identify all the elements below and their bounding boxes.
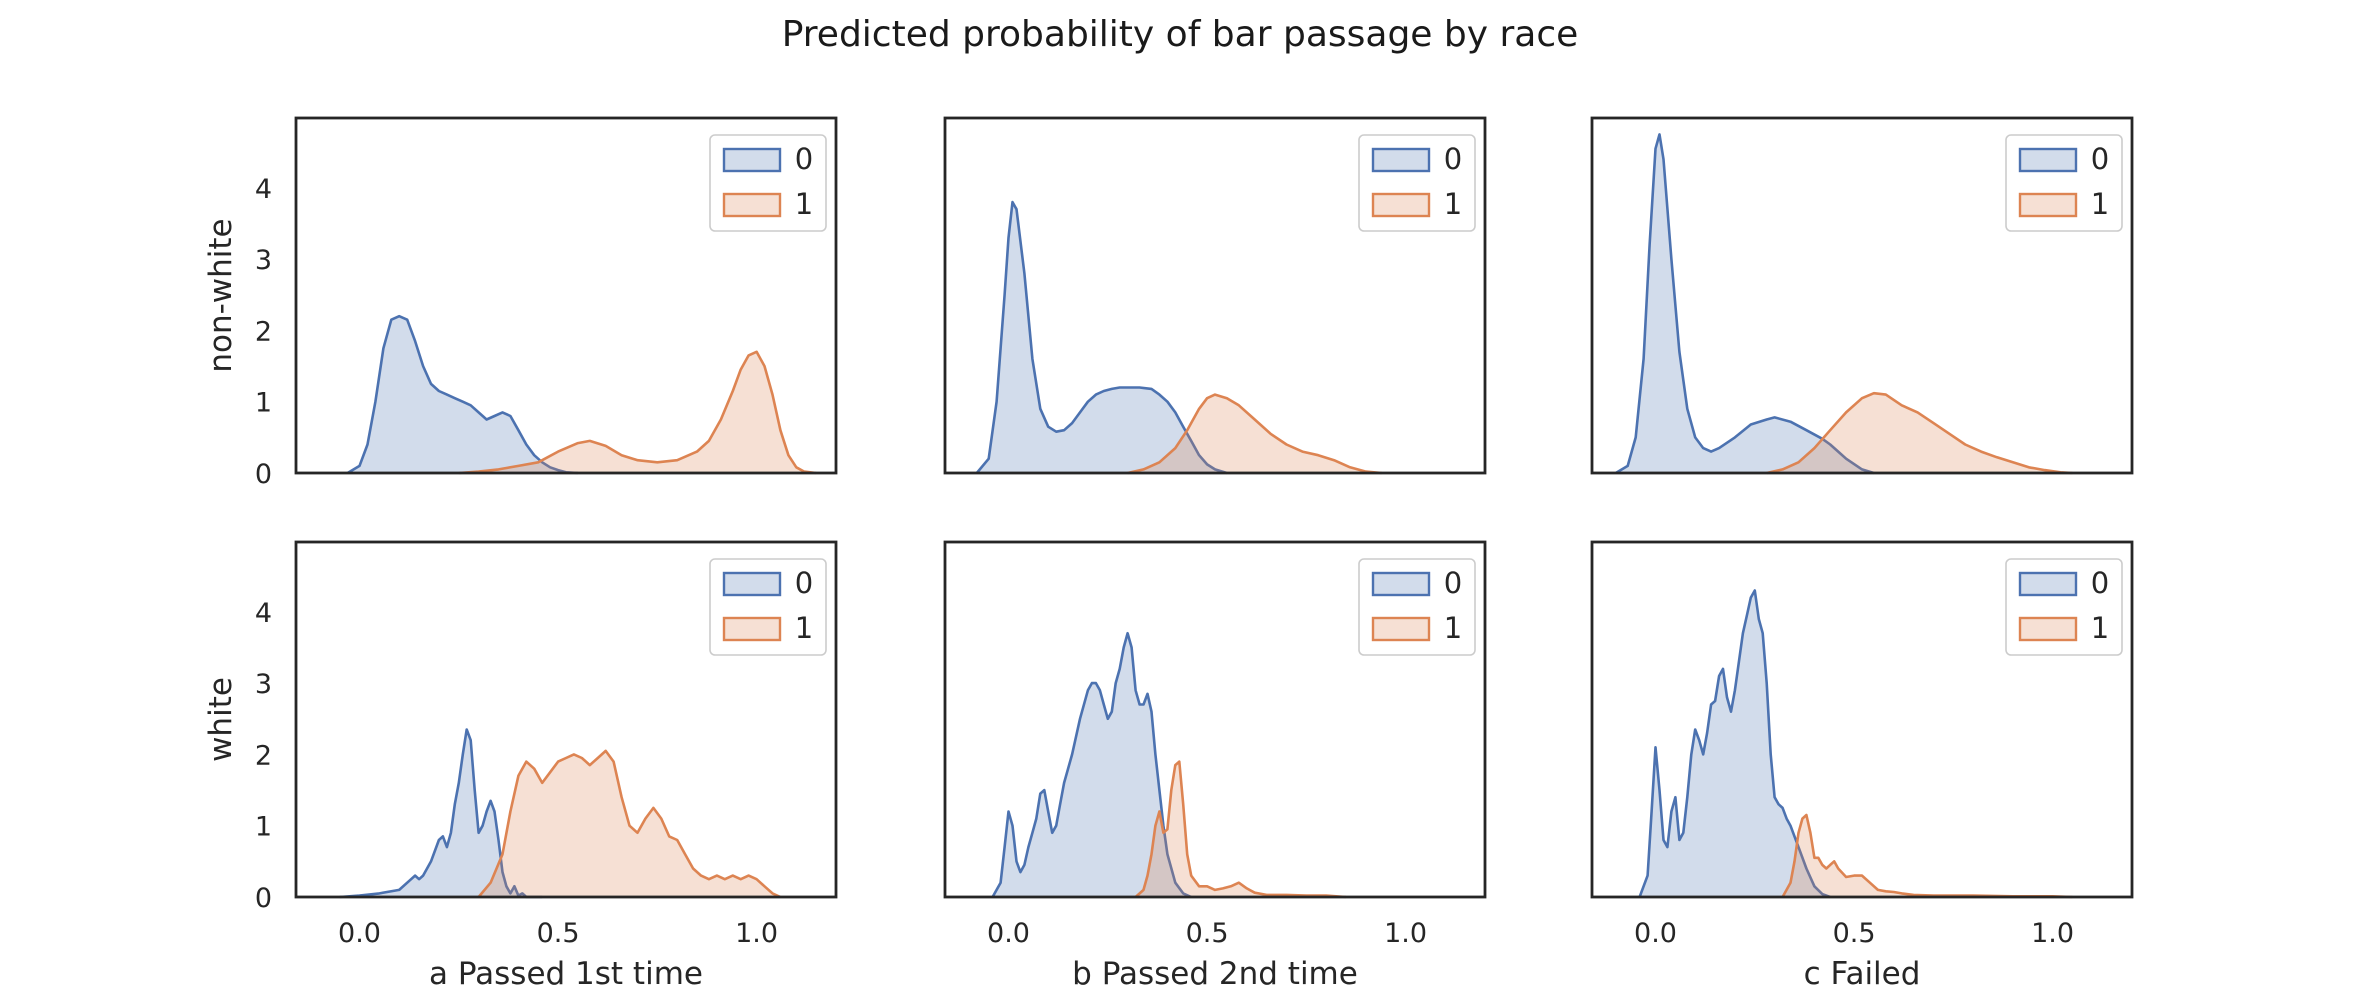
density-line-series-1 [1781, 813, 2073, 899]
y-tick-label: 1 [255, 812, 272, 843]
axes-frame [943, 116, 1487, 475]
x-tick-label: 1.0 [2031, 918, 2074, 949]
legend-swatch-0 [2018, 571, 2078, 597]
legend-swatch-1 [1371, 192, 1431, 218]
density-area-series-1 [458, 351, 817, 473]
legend-swatch-1 [722, 192, 782, 218]
legend-label-0: 0 [795, 142, 813, 176]
density-area-series-1 [1782, 815, 2073, 897]
panel-b-non-white: 01 [943, 116, 1487, 475]
figure-title: Predicted probability of bar passage by … [782, 14, 1579, 55]
legend-label-1: 1 [1444, 611, 1462, 645]
legend: 01 [2005, 134, 2123, 232]
panel-c-non-white: 01 [1590, 116, 2134, 475]
legend-box [1358, 134, 1476, 232]
y-tick-label: 3 [255, 245, 272, 276]
legend-box [2005, 134, 2123, 232]
axes-frame [1590, 540, 2134, 899]
legend-box [709, 134, 827, 232]
legend-swatch-0 [2018, 147, 2078, 173]
legend-swatch-0 [722, 571, 782, 597]
legend-label-1: 1 [795, 187, 813, 221]
legend-label-0: 0 [795, 566, 813, 600]
y-tick-label: 0 [255, 883, 272, 914]
y-tick-label: 1 [255, 388, 272, 419]
density-line-series-0 [1615, 133, 1875, 475]
legend-label-0: 0 [1444, 566, 1462, 600]
y-tick-label: 4 [255, 174, 272, 205]
axes-frame [1590, 116, 2134, 475]
legend-swatch-0 [1371, 147, 1431, 173]
legend-label-1: 1 [1444, 187, 1462, 221]
y-tick-label: 4 [255, 598, 272, 629]
density-area-series-1 [1127, 394, 1382, 473]
density-area-series-0 [1639, 590, 1831, 897]
density-line-series-1 [458, 350, 817, 475]
legend: 01 [709, 558, 827, 656]
density-area-series-1 [1766, 393, 2073, 473]
x-tick-label: 0.0 [987, 918, 1030, 949]
legend-swatch-0 [722, 147, 782, 173]
x-axis-label: a Passed 1st time [429, 956, 703, 992]
x-tick-label: 0.5 [537, 918, 580, 949]
legend-box [2005, 558, 2123, 656]
density-area-series-0 [347, 316, 578, 473]
axes-frame [294, 540, 838, 899]
row-label: non-white [203, 218, 239, 372]
legend: 01 [1358, 558, 1476, 656]
density-area-series-1 [478, 750, 781, 897]
legend: 01 [2005, 558, 2123, 656]
legend-swatch-1 [722, 616, 782, 642]
axes-frame [294, 116, 838, 475]
legend-label-0: 0 [1444, 142, 1462, 176]
y-tick-label: 2 [255, 316, 272, 347]
x-tick-label: 0.0 [1634, 918, 1677, 949]
density-line-series-0 [975, 200, 1228, 475]
legend-swatch-1 [1371, 616, 1431, 642]
legend: 01 [1358, 134, 1476, 232]
x-tick-label: 1.0 [735, 918, 778, 949]
density-line-series-1 [1127, 393, 1382, 475]
legend-swatch-1 [2018, 616, 2078, 642]
x-tick-label: 0.5 [1833, 918, 1876, 949]
legend-box [1358, 558, 1476, 656]
axes-frame [943, 540, 1487, 899]
x-axis-label: c Failed [1804, 956, 1921, 992]
density-area-series-0 [339, 729, 543, 897]
legend-label-1: 1 [2091, 611, 2109, 645]
density-line-series-1 [1134, 760, 1347, 899]
density-line-series-0 [346, 314, 578, 475]
legend: 01 [709, 134, 827, 232]
x-tick-label: 1.0 [1384, 918, 1427, 949]
y-tick-label: 2 [255, 740, 272, 771]
legend-label-1: 1 [2091, 187, 2109, 221]
legend-label-1: 1 [795, 611, 813, 645]
density-area-series-0 [992, 633, 1192, 897]
density-line-series-0 [1638, 589, 1831, 899]
density-line-series-0 [991, 631, 1192, 899]
legend-swatch-1 [2018, 192, 2078, 218]
density-line-series-1 [477, 749, 781, 899]
legend-label-0: 0 [2091, 566, 2109, 600]
legend-swatch-0 [1371, 571, 1431, 597]
legend-box [709, 558, 827, 656]
y-tick-label: 0 [255, 459, 272, 490]
x-tick-label: 0.0 [338, 918, 381, 949]
legend-label-0: 0 [2091, 142, 2109, 176]
density-line-series-0 [339, 728, 543, 899]
density-area-series-0 [1615, 134, 1874, 473]
row-label: white [203, 677, 239, 762]
x-axis-label: b Passed 2nd time [1072, 956, 1358, 992]
x-tick-label: 0.5 [1186, 918, 1229, 949]
y-tick-label: 3 [255, 669, 272, 700]
density-line-series-1 [1766, 391, 2073, 475]
